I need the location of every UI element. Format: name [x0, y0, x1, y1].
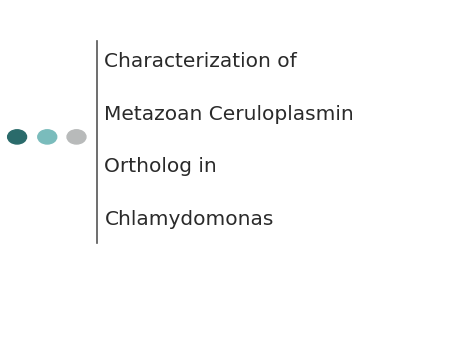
Text: Chlamydomonas: Chlamydomonas	[104, 210, 274, 228]
Circle shape	[67, 130, 86, 144]
Text: Metazoan Ceruloplasmin: Metazoan Ceruloplasmin	[104, 105, 354, 124]
Text: Ortholog in: Ortholog in	[104, 157, 217, 176]
Text: Characterization of: Characterization of	[104, 52, 297, 71]
Circle shape	[38, 130, 57, 144]
Circle shape	[8, 130, 27, 144]
